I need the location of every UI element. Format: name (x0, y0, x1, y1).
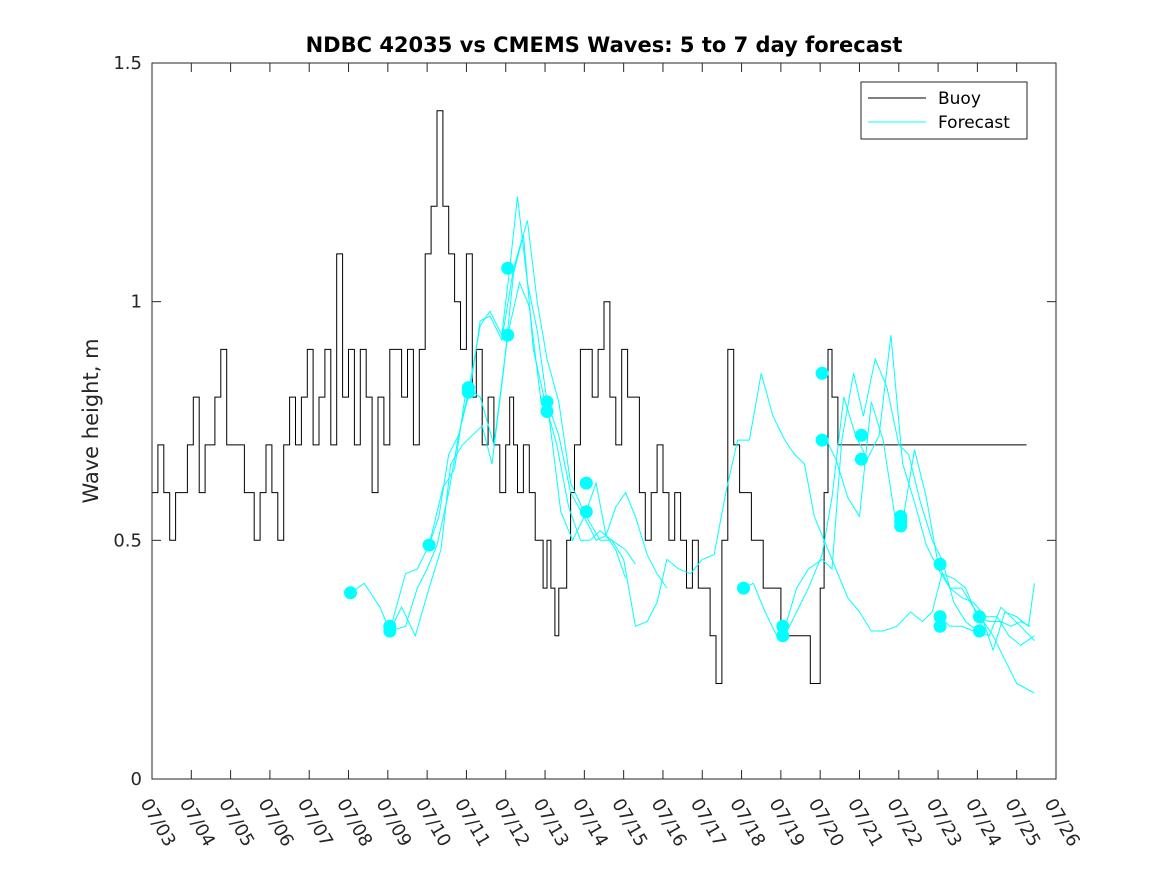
forecast-marker (501, 328, 515, 342)
x-tick-label: 07/23 (922, 795, 966, 850)
x-tick-label: 07/07 (293, 795, 337, 850)
y-tick-label: 1.5 (113, 53, 142, 74)
y-axis: 0 0.5 1 1.5 (113, 53, 1056, 790)
series-layer (152, 110, 1035, 694)
x-tick-label: 07/20 (804, 795, 848, 850)
forecast-marker (972, 610, 986, 624)
legend-box (860, 81, 1028, 140)
x-tick-label: 07/06 (254, 795, 298, 850)
x-tick-label: 07/09 (371, 795, 415, 850)
forecast-marker (933, 610, 947, 624)
plot-background (152, 63, 1056, 779)
forecast-marker (854, 428, 868, 442)
x-tick-label: 07/10 (411, 795, 455, 850)
x-tick-label: 07/17 (686, 795, 730, 850)
x-tick-label: 07/24 (961, 795, 1005, 850)
x-tick-label: 07/11 (450, 795, 494, 850)
y-tick-label: 1 (131, 292, 142, 313)
x-tick-label: 07/14 (568, 795, 612, 850)
forecast-marker (540, 395, 554, 409)
forecast-marker (894, 519, 908, 533)
forecast-marker (461, 381, 475, 395)
x-tick-label: 07/19 (765, 795, 809, 850)
forecast-marker (422, 538, 436, 552)
forecast-marker (579, 476, 593, 490)
forecast-marker (972, 624, 986, 638)
forecast-marker (933, 557, 947, 571)
forecast-marker (815, 366, 829, 380)
legend-label-buoy: Buoy (938, 89, 981, 109)
y-tick-label: 0.5 (113, 530, 142, 551)
forecast-marker (854, 452, 868, 466)
forecast-marker (776, 629, 790, 643)
x-tick-label: 07/03 (136, 795, 180, 850)
series-buoy-line (152, 110, 1027, 684)
forecast-markers (344, 261, 986, 643)
x-tick-label: 07/05 (214, 795, 258, 850)
x-tick-label: 07/13 (529, 795, 573, 850)
x-tick-label: 07/18 (725, 795, 769, 850)
x-tick-label: 07/15 (607, 795, 651, 850)
forecast-marker (737, 581, 750, 595)
series-forecast-line-5 (743, 357, 1035, 641)
x-tick-label: 07/04 (175, 795, 219, 850)
plot-frame (151, 62, 1057, 780)
forecast-marker (344, 586, 357, 600)
forecast-marker (579, 505, 593, 519)
x-tick-label: 07/16 (647, 795, 691, 850)
x-tick-label: 07/12 (489, 795, 533, 850)
forecast-marker (815, 433, 829, 447)
chart-title: NDBC 42035 vs CMEMS Waves: 5 to 7 day fo… (306, 33, 903, 57)
x-tick-label: 07/25 (1000, 795, 1044, 850)
forecast-marker (933, 619, 947, 633)
forecast-marker (776, 619, 790, 633)
x-tick-label: 07/22 (882, 795, 926, 850)
forecast-marker (501, 261, 515, 275)
legend-label-forecast: Forecast (938, 113, 1010, 133)
series-forecast-line-7 (823, 401, 1035, 652)
x-tick-label: 07/26 (1040, 795, 1084, 850)
y-tick-label: 0 (131, 769, 142, 790)
forecast-marker (383, 624, 397, 638)
series-forecast-line-4 (428, 280, 627, 579)
x-tick-label: 07/21 (843, 795, 887, 850)
y-axis-label: Wave height, m (79, 338, 103, 503)
forecast-marker (540, 405, 554, 418)
x-tick-label: 07/08 (332, 795, 376, 850)
legend: Buoy Forecast (860, 81, 1028, 140)
